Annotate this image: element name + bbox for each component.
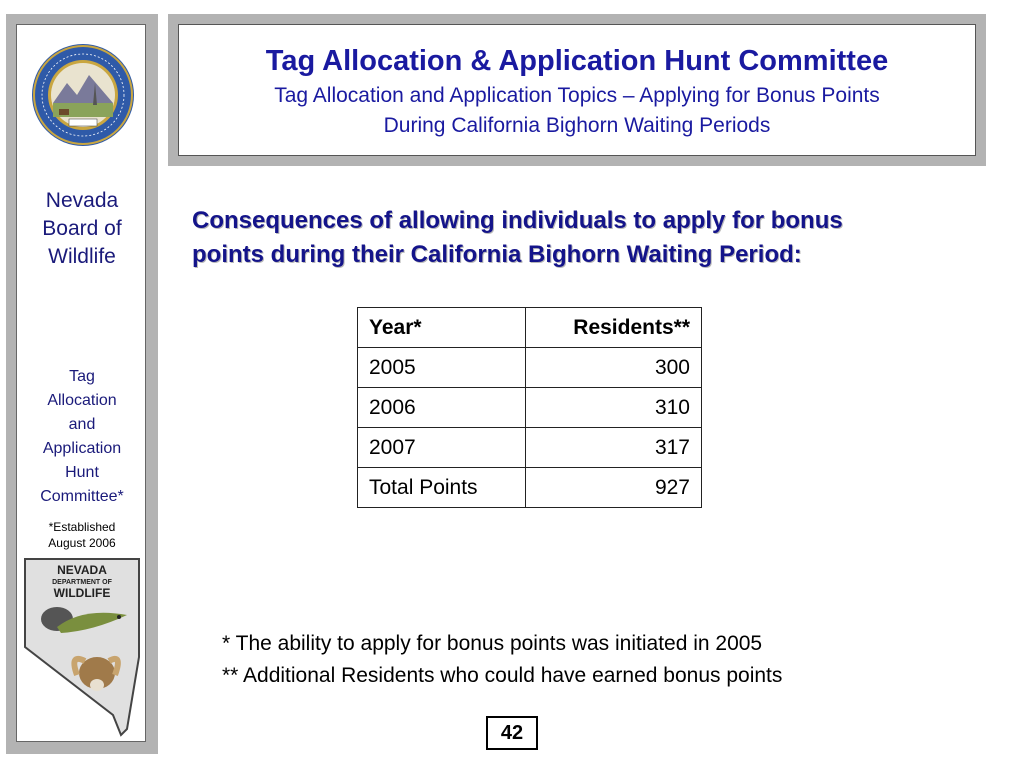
- table-row-total: Total Points 927: [357, 467, 702, 508]
- page-subtitle-line1: Tag Allocation and Application Topics – …: [274, 84, 880, 107]
- committee-name: Tag Allocation and Application Hunt Comm…: [40, 368, 124, 505]
- table-row: 2006 310: [357, 387, 702, 428]
- cell-year: 2006: [357, 387, 526, 428]
- logo-text-wildlife: WILDLIFE: [54, 586, 111, 600]
- page-number: 42: [486, 716, 538, 750]
- nevada-wildlife-logo-icon: NEVADA DEPARTMENT OF WILDLIFE: [24, 558, 140, 737]
- header-frame: Tag Allocation & Application Hunt Commit…: [168, 14, 986, 166]
- header-year: Year*: [357, 307, 526, 348]
- section-heading-line1: Consequences of allowing individuals to …: [192, 207, 843, 234]
- cell-residents: 300: [525, 347, 702, 388]
- table-row: 2005 300: [357, 347, 702, 388]
- established-note: *Established August 2006: [48, 520, 116, 550]
- board-name: Nevada Board of Wildlife: [42, 189, 122, 268]
- cell-year: 2007: [357, 427, 526, 468]
- section-heading: Consequences of allowing individuals to …: [192, 204, 982, 272]
- cell-residents: 310: [525, 387, 702, 428]
- cell-residents: 317: [525, 427, 702, 468]
- table-row: 2007 317: [357, 427, 702, 468]
- logo-text-nevada: NEVADA: [57, 563, 107, 577]
- cell-year: 2005: [357, 347, 526, 388]
- sidebar-frame: Nevada Board of Wildlife Tag Allocation …: [6, 14, 158, 754]
- table-header-row: Year* Residents**: [357, 307, 702, 348]
- page-subtitle-line2: During California Bighorn Waiting Period…: [383, 114, 771, 137]
- bonus-points-table: Year* Residents** 2005 300 2006 310 2007…: [357, 307, 702, 508]
- sidebar-panel: Nevada Board of Wildlife Tag Allocation …: [16, 24, 146, 742]
- cell-total-label: Total Points: [357, 467, 526, 508]
- page-title: Tag Allocation & Application Hunt Commit…: [265, 45, 889, 77]
- section-heading-line2: points during their California Bighorn W…: [192, 241, 802, 268]
- nevada-state-seal-icon: [32, 44, 134, 146]
- header-residents: Residents**: [525, 307, 702, 348]
- logo-text-department: DEPARTMENT OF: [52, 579, 112, 586]
- footnote-1: * The ability to apply for bonus points …: [222, 632, 763, 655]
- cell-total-value: 927: [525, 467, 702, 508]
- footnote-2: ** Additional Residents who could have e…: [222, 664, 783, 687]
- header-panel: Tag Allocation & Application Hunt Commit…: [178, 24, 976, 156]
- footnotes: * The ability to apply for bonus points …: [222, 628, 782, 692]
